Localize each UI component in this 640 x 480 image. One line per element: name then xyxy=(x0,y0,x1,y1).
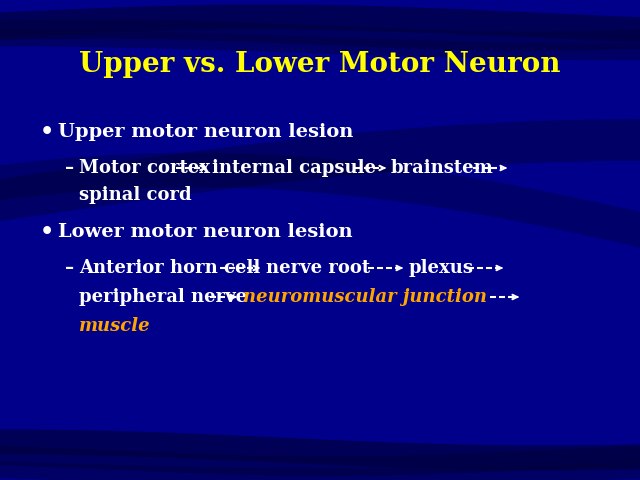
Text: •: • xyxy=(40,221,54,243)
Text: internal capsule: internal capsule xyxy=(212,159,376,177)
Text: Anterior horn cell: Anterior horn cell xyxy=(79,259,260,277)
Text: –: – xyxy=(65,259,74,277)
Text: nerve root: nerve root xyxy=(266,259,370,277)
Text: neuromuscular junction: neuromuscular junction xyxy=(243,288,487,306)
Text: Upper motor neuron lesion: Upper motor neuron lesion xyxy=(58,123,353,141)
Text: •: • xyxy=(40,121,54,143)
Text: peripheral nerve: peripheral nerve xyxy=(79,288,247,306)
Text: muscle: muscle xyxy=(79,317,150,335)
Text: Lower motor neuron lesion: Lower motor neuron lesion xyxy=(58,223,353,241)
Text: Motor cortex: Motor cortex xyxy=(79,159,210,177)
Text: spinal cord: spinal cord xyxy=(79,186,191,204)
Text: Upper vs. Lower Motor Neuron: Upper vs. Lower Motor Neuron xyxy=(79,51,561,79)
Text: brainstem: brainstem xyxy=(391,159,493,177)
Text: plexus: plexus xyxy=(409,259,474,277)
Text: –: – xyxy=(65,159,74,177)
